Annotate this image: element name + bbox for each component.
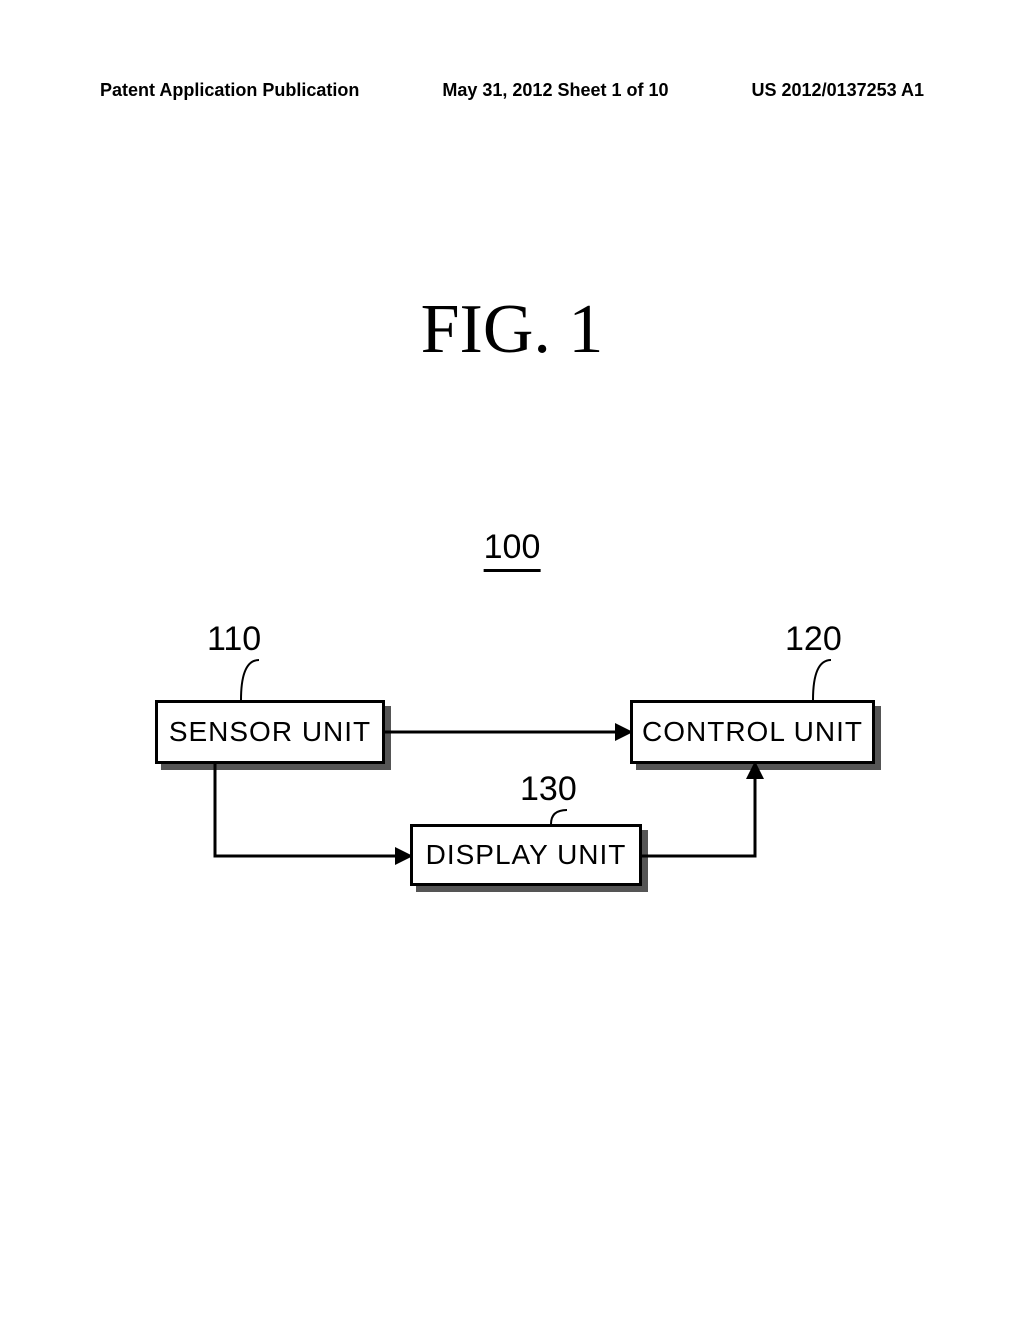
leader-120 bbox=[813, 660, 831, 700]
connector-arrows bbox=[155, 620, 875, 950]
arrow-sensor-to-display bbox=[215, 764, 410, 856]
arrow-display-to-control bbox=[642, 764, 755, 856]
header-date-sheet: May 31, 2012 Sheet 1 of 10 bbox=[442, 80, 668, 101]
figure-title: FIG. 1 bbox=[421, 290, 604, 370]
block-diagram: SENSOR UNIT CONTROL UNIT DISPLAY UNIT 11… bbox=[155, 620, 875, 950]
page-header: Patent Application Publication May 31, 2… bbox=[0, 80, 1024, 101]
header-publication: Patent Application Publication bbox=[100, 80, 359, 101]
leader-130 bbox=[551, 810, 567, 824]
header-patent-number: US 2012/0137253 A1 bbox=[752, 80, 924, 101]
reference-100: 100 bbox=[484, 528, 541, 572]
leader-110 bbox=[241, 660, 259, 700]
